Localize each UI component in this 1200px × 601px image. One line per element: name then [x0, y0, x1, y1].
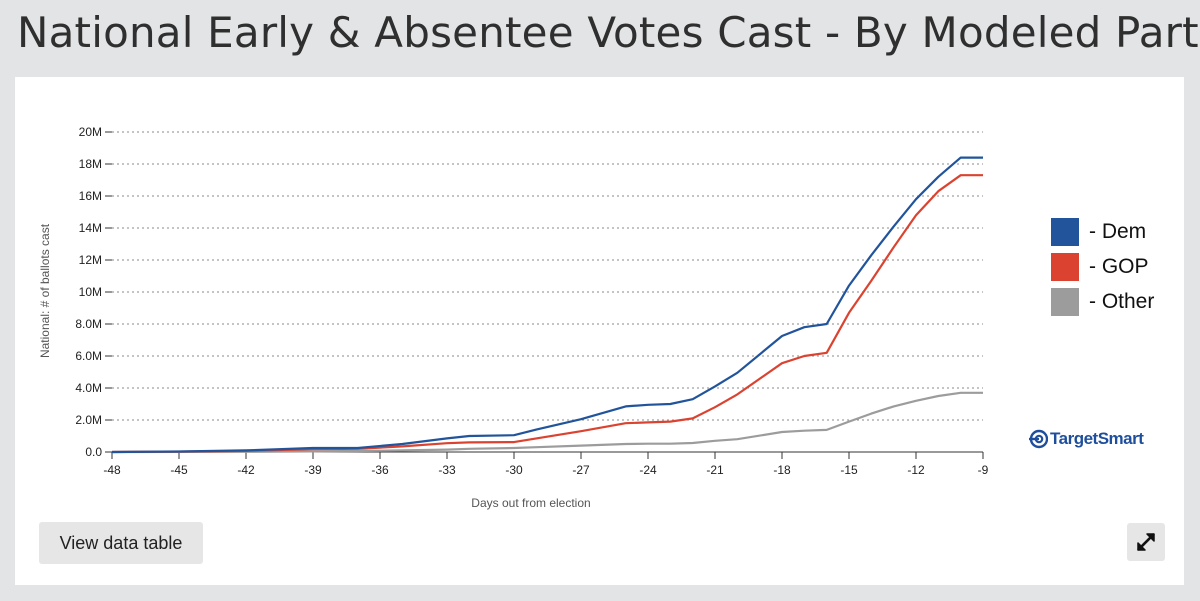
y-tick-label: 10M [79, 285, 102, 299]
chart-panel: 0.0 2.0M 4.0M 6.0M 8.0M 10M 12M 14M 16M 18M 20M -48… [15, 77, 1184, 585]
y-tick-label: 6.0M [75, 349, 102, 363]
target-icon [1029, 429, 1048, 449]
brand-name: TargetSmart [1050, 429, 1144, 448]
x-tick-label: -27 [572, 463, 590, 477]
legend-item-dem[interactable]: - Dem [1051, 214, 1154, 249]
x-tick-label: -9 [978, 463, 989, 477]
legend-swatch-gop [1051, 252, 1079, 281]
gridlines [112, 131, 983, 421]
series-line-dem[interactable] [111, 156, 983, 454]
x-axis-title: Days out from election [471, 496, 590, 510]
x-tick-label: -24 [639, 463, 657, 477]
series-line-gop[interactable] [111, 174, 983, 454]
y-tick-label: 8.0M [75, 317, 102, 331]
x-tick-label: -39 [304, 463, 322, 477]
y-tick-label: 18M [79, 157, 102, 171]
legend-item-gop[interactable]: - GOP [1051, 249, 1154, 284]
expand-arrows-icon [1137, 533, 1155, 551]
y-axis-title: National: # of ballots cast [38, 223, 52, 358]
legend-label-dem: - Dem [1089, 219, 1147, 243]
series-line-other[interactable] [111, 391, 983, 454]
targetsmart-logo: TargetSmart [1028, 429, 1144, 449]
x-tick-label: -42 [237, 463, 255, 477]
legend-label-gop: - GOP [1089, 254, 1149, 278]
view-data-table-button[interactable]: View data table [39, 522, 203, 564]
y-tick-label: 16M [79, 189, 102, 203]
x-tick-label: -36 [371, 463, 389, 477]
x-tick-label: -12 [907, 463, 925, 477]
line-chart: 0.0 2.0M 4.0M 6.0M 8.0M 10M 12M 14M 16M 18M 20M -48… [38, 125, 989, 510]
series-lines [111, 156, 983, 454]
x-tick-label: -48 [103, 463, 121, 477]
legend-label-other: - Other [1089, 289, 1155, 313]
legend-item-other[interactable]: - Other [1051, 284, 1154, 319]
fullscreen-button[interactable] [1127, 523, 1165, 561]
x-tick-label: -45 [170, 463, 188, 477]
y-tick-label: 20M [79, 125, 102, 139]
legend-swatch-dem [1051, 217, 1079, 246]
y-tick-label: 4.0M [75, 381, 102, 395]
y-tick-label: 14M [79, 221, 102, 235]
legend-swatch-other [1051, 287, 1079, 316]
chart-legend: - Dem - GOP - Other [1051, 214, 1154, 319]
x-tick-label: -18 [773, 463, 791, 477]
y-tick-label: 12M [79, 253, 102, 267]
x-tick-label: -21 [706, 463, 724, 477]
page-title: National Early & Absentee Votes Cast - B… [17, 8, 1200, 57]
y-tick-label: 0.0 [85, 445, 102, 459]
y-tick-label: 2.0M [75, 413, 102, 427]
x-tick-label: -15 [840, 463, 858, 477]
axes: 0.0 2.0M 4.0M 6.0M 8.0M 10M 12M 14M 16M 18M 20M -48… [75, 125, 988, 477]
x-tick-label: -33 [438, 463, 456, 477]
x-tick-label: -30 [505, 463, 523, 477]
